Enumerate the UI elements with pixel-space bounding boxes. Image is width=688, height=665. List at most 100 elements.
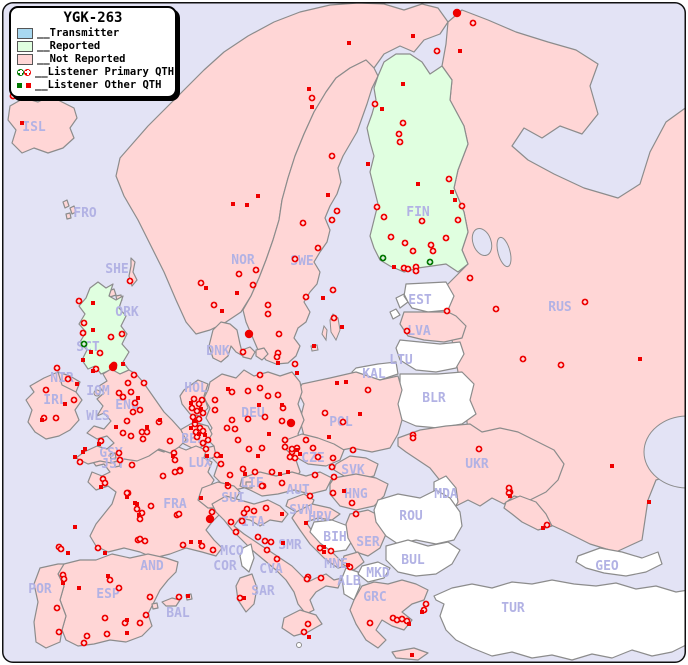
legend-label: __Transmitter [37,27,120,39]
listener-primary-marker [328,152,336,160]
listener-other-marker [342,489,346,493]
listener-other-marker [307,87,311,91]
country-label-ltu: LTU [389,353,413,368]
listener-primary-marker [245,445,253,453]
country-label-hol: HOL [184,381,208,396]
listener-primary-marker [339,418,347,426]
listener-other-marker [186,594,190,598]
listener-primary-marker [179,541,187,549]
listener-other-marker [327,435,331,439]
listener-other-marker [81,358,85,362]
listener-primary-marker [80,639,88,647]
country-label-lva: LVA [407,324,431,339]
listener-primary-marker [166,437,174,445]
country-label-lie: LIE [240,476,263,491]
country-label-fro: FRO [73,206,97,221]
listener-primary-marker [138,428,146,436]
listener-primary-marker [314,244,322,252]
listener-primary-marker [543,521,551,529]
country-label-est: EST [408,293,432,308]
listener-other-marker [231,202,235,206]
country-label-gsy: GSY [99,446,123,461]
listener-primary-marker [304,620,312,628]
listener-other-marker [453,198,457,202]
listener-primary-marker [328,216,336,224]
listener-primary-marker [64,375,72,383]
listener-primary-marker [195,400,203,408]
listener-other-marker [407,622,411,626]
listener-primary-marker [252,266,260,274]
listener-cluster-dot [452,8,462,18]
country-label-por: POR [28,582,52,597]
listener-primary-marker [189,413,197,421]
country-label-smr: SMR [278,538,302,553]
country-label-she: SHE [105,262,128,277]
listener-primary-marker [505,484,513,492]
listener-primary-marker [232,528,240,536]
listener-primary-marker [329,286,337,294]
listener-other-marker [278,472,282,476]
country-label-bul: BUL [401,553,425,568]
listener-primary-marker [330,314,338,322]
listener-primary-marker [228,388,236,396]
listener-other-marker [307,635,311,639]
listener-other-marker [256,194,260,198]
country-eng-wls [75,368,187,465]
islands-faroe [62,199,77,220]
country-label-and: AND [140,559,164,574]
country-fra [87,445,223,559]
country-label-hng: HNG [344,487,368,502]
listener-primary-marker [445,175,453,183]
listener-primary-marker [127,388,135,396]
legend-box: YGK-263 __Transmitter __Reported __Not R… [9,6,177,98]
listener-other-marker [410,653,414,657]
listener-primary-marker [193,407,201,415]
listener-primary-marker [409,434,417,442]
legend-row-listener-primary: __Listener Primary QTH [17,66,174,78]
listener-primary-marker [429,247,437,255]
listener-primary-marker [204,436,212,444]
listener-primary-marker [409,247,417,255]
country-label-dnk: DNK [206,344,230,359]
listener-primary-marker [210,301,218,309]
country-label-mco: MCO [220,544,244,559]
listener-primary-marker [226,471,234,479]
listener-other-marker [136,396,140,400]
listener-primary-marker [123,489,131,497]
listener-primary-marker [106,576,114,584]
listener-primary-marker [329,489,337,497]
listener-other-marker [226,387,230,391]
listener-cluster-dot [108,362,118,372]
country-label-rou: ROU [399,509,423,524]
listener-other-marker [198,540,202,544]
listener-other-marker [358,412,362,416]
listener-primary-marker [115,449,123,457]
country-label-esp: ESP [96,587,120,602]
listener-primary-marker [139,435,147,443]
listener-other-marker [121,362,125,366]
listener-primary-marker [458,202,466,210]
listener-other-marker [97,442,101,446]
country-por [33,563,67,649]
legend-label: __Listener Other QTH [35,79,162,91]
listener-primary-marker [228,416,236,424]
listener-primary-marker [133,505,141,513]
listener-other-marker [344,380,348,384]
country-label-cor: COR [213,559,237,574]
listener-primary-marker [249,281,257,289]
listener-primary-marker [128,461,136,469]
listener-primary-marker [366,619,374,627]
listener-primary-green-marker [379,254,387,262]
legend-row-not-reported: __Not Reported [17,53,169,65]
listener-primary-marker [396,138,404,146]
listener-primary-marker [291,454,299,462]
country-label-cze: CZE [301,451,324,466]
listener-primary-marker [127,432,135,440]
listener-other-marker [450,190,454,194]
listener-other-marker [189,426,193,430]
listener-other-marker [125,631,129,635]
listener-primary-marker [281,436,289,444]
country-label-irl: IRL [43,393,67,408]
listener-other-marker [340,325,344,329]
listener-primary-marker [303,575,311,583]
